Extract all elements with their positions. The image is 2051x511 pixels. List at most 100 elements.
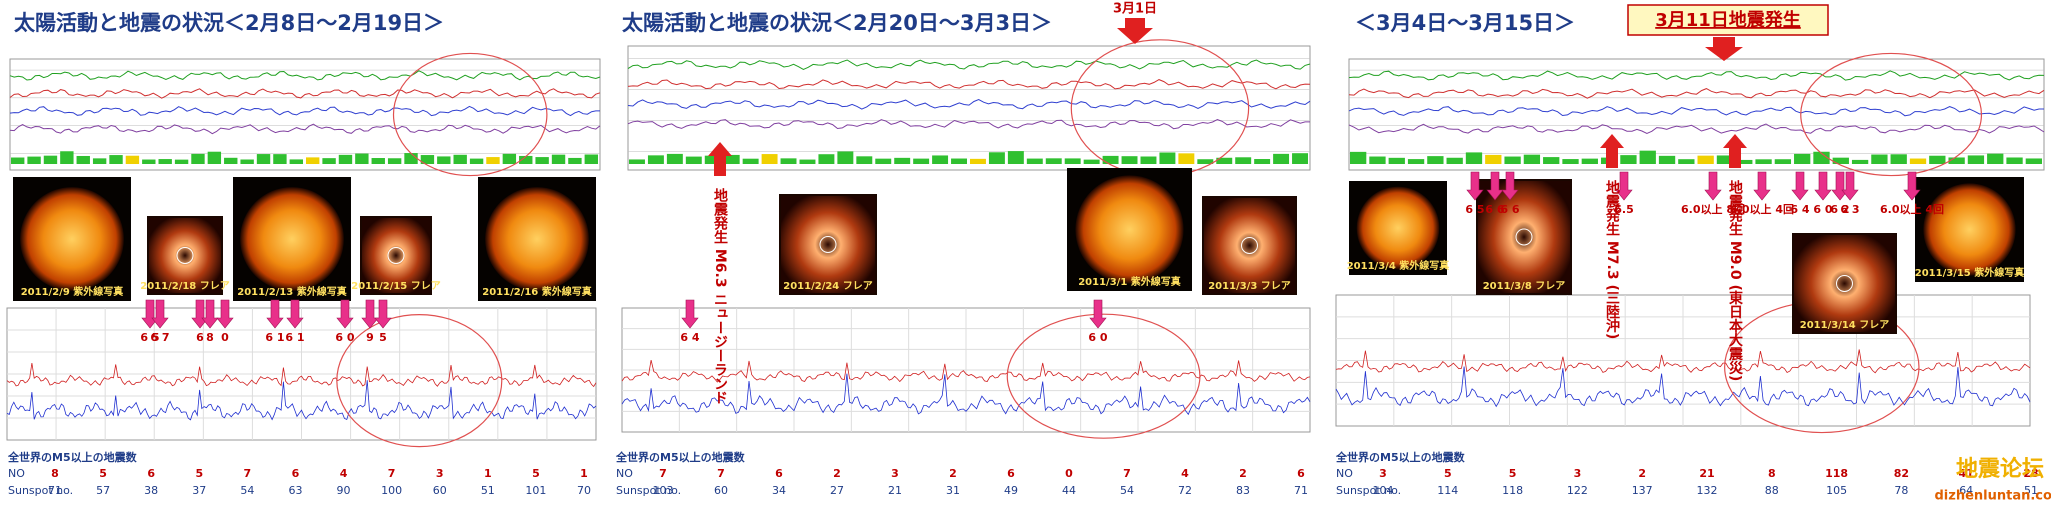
table-heading: 全世界のM5以上の地震数 [1335,450,1466,464]
note-arrow [1600,134,1624,168]
quake-label: 6 6 [1500,203,1519,216]
quake-label: 6 4 [680,331,699,344]
kp-bar [1543,157,1560,164]
kp-bar [338,154,353,164]
sunspot-number: 71 [1294,484,1308,497]
quake-arrow [1753,171,1771,201]
occulter [387,247,405,264]
quake-count: 7 [659,467,667,480]
quake-count: 2 [1239,467,1247,480]
quake-label: 6 4 [1790,203,1809,216]
sunspot-number: 83 [1236,484,1250,497]
kp-bar [1813,151,1830,164]
sunspot-number: 38 [144,484,158,497]
sunspot-number: 57 [96,484,110,497]
sun-disk [1923,183,2016,276]
kp-bar [1197,159,1214,164]
goes-trace [1348,88,2045,99]
kp-bar [1485,154,1502,164]
sun-disk [485,187,589,291]
quake-label: 6 [196,331,204,344]
quake-count: 0 [1065,467,1073,480]
quake-count: 28 [2023,467,2038,480]
quake-arrow [1486,171,1504,201]
highlight-circle [392,52,548,177]
kp-bar [1639,150,1656,164]
kp-bar [932,155,949,164]
photo-caption: 2011/3/8 フレア [1483,280,1566,292]
quake-count: 7 [388,467,396,480]
sun-disk [20,187,124,291]
kp-bar [1007,151,1024,164]
quake-arrow [266,299,284,329]
quake-arrow [1615,171,1633,201]
kp-bar [1658,155,1676,164]
kp-bar [125,155,140,164]
kp-bar [420,155,435,164]
kp-bar [322,158,336,164]
quake-label: 6.0以上 8回 [1681,202,1745,216]
sunspot-number: 60 [714,484,728,497]
kp-bar [1755,159,1772,164]
sunspot-number: 101 [525,484,546,497]
quake-count: 8 [1768,467,1776,480]
xray-trace [6,362,597,388]
kp-bar [109,155,123,164]
note-arrow [1723,134,1747,168]
quake-arrow [141,299,159,329]
kp-bar [2025,158,2042,164]
date-marker: 3月1日 [1113,2,1157,17]
sunspot-number: 72 [1178,484,1192,497]
table-heading: 全世界のM5以上の地震数 [615,450,746,464]
goes-trace [1348,123,2045,135]
sunspot-number: 88 [1765,484,1779,497]
kp-bar [584,154,598,164]
kp-bar [1465,152,1483,164]
kp-bar [306,157,320,164]
corona [1204,198,1295,293]
kp-bar [11,157,25,164]
quake-arrow [216,299,234,329]
kp-bar [2006,157,2023,164]
photo-caption: 2011/2/9 紫外線写真 [21,285,124,298]
quake-arrow [1501,171,1519,201]
kp-bar [1083,159,1100,164]
kp-bar [875,158,892,164]
kp-bar [1407,159,1425,164]
sunspot-number: 60 [433,484,447,497]
kp-bar [1121,156,1138,164]
note-arrow [708,142,732,176]
kp-bar [970,158,986,164]
kp-bar [913,158,930,164]
quake-count: 5 [1444,467,1452,480]
quake-arrow [1841,171,1859,201]
row-label: NO [1336,467,1353,480]
quake-count: 2 [1638,467,1646,480]
kp-bar [1504,156,1521,164]
kp-bar [1871,154,1888,164]
kp-bar [256,154,271,164]
quake-arrow [1903,171,1921,201]
sunspot-number: 54 [1120,484,1134,497]
occulter [1836,275,1853,292]
goes-trace [9,105,600,117]
sunspot-number: 27 [830,484,844,497]
note-text: 地震発生 M9.0 (東日本大震災) [1727,179,1744,381]
kp-bar [519,155,533,164]
occulter [176,247,194,264]
kp-bar [1967,155,1985,164]
quake-count: 3 [1574,467,1582,480]
xray-trace [621,373,1311,416]
quake-arrow [374,299,392,329]
kp-bar [1620,155,1637,164]
kp-bar [1427,156,1444,164]
quake-count: 4 [340,467,348,480]
kp-bar [1774,159,1792,164]
kp-bar [1697,155,1714,164]
goes-trace [1348,106,2044,117]
kp-bar [158,159,172,164]
quake-arrow [1466,171,1484,201]
note-text: 地震発生 M6.3 ニュージーランド [712,187,729,404]
sunspot-number: 103 [653,484,674,497]
kp-bar [818,154,835,164]
